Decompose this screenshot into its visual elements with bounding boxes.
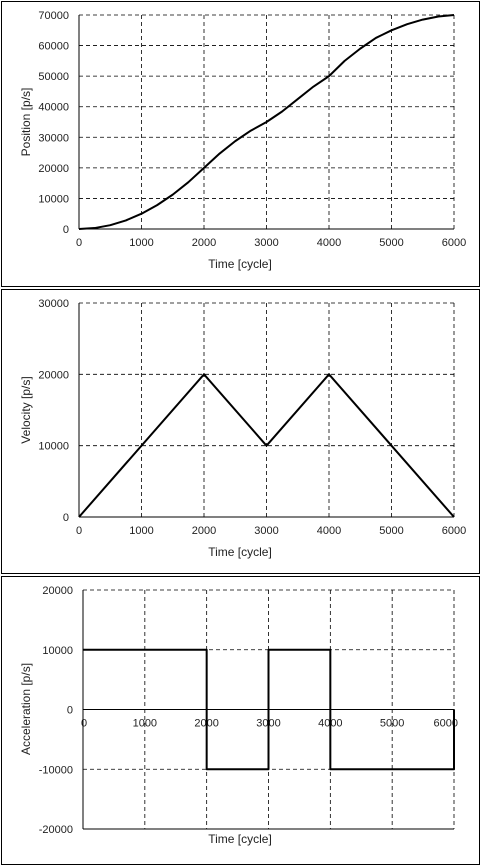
x-tick-label: 1000 xyxy=(133,718,157,730)
x-tick-label: 6000 xyxy=(442,237,466,249)
x-tick-label: 4000 xyxy=(317,237,341,249)
y-axis-label: Position [p/s] xyxy=(19,88,33,157)
y-tick-label: 20000 xyxy=(38,163,69,175)
y-tick-label: 30000 xyxy=(38,298,69,310)
series-line xyxy=(78,14,455,230)
y-tick-label: 60000 xyxy=(38,41,69,53)
y-tick-label: 20000 xyxy=(42,585,73,597)
x-tick-label: 5000 xyxy=(380,718,404,730)
x-tick-label: 2000 xyxy=(192,525,216,537)
acceleration-chart-panel: Time [cycle] Acceleration [p/s] 0 1000 200… xyxy=(1,576,480,865)
x-tick-label: 5000 xyxy=(379,237,403,249)
x-tick-label: 6000 xyxy=(434,718,458,730)
y-tick-label: 0 xyxy=(63,224,69,236)
y-axis-label: Acceleration [p/s] xyxy=(19,663,33,755)
position-chart-panel: Time [cycle] Position [p/s] 0 1000 2000 300… xyxy=(1,1,480,287)
y-tick-label: -20000 xyxy=(39,824,73,836)
position-chart: Time [cycle] Position [p/s] 0 1000 2000 300… xyxy=(19,10,466,271)
x-axis-label: Time [cycle] xyxy=(208,832,272,846)
x-axis-label: Time [cycle] xyxy=(208,257,272,271)
y-tick-label: 10000 xyxy=(38,193,69,205)
x-tick-label: 5000 xyxy=(379,525,403,537)
x-tick-label: 4000 xyxy=(317,525,341,537)
x-tick-label: 1000 xyxy=(129,525,153,537)
acceleration-chart: Time [cycle] Acceleration [p/s] 0 1000 200… xyxy=(19,585,458,846)
y-tick-label: 10000 xyxy=(38,441,69,453)
y-tick-label: 0 xyxy=(63,512,69,524)
y-tick-label: 20000 xyxy=(38,369,69,381)
y-tick-label: 0 xyxy=(67,705,73,717)
series-line xyxy=(83,648,455,771)
y-tick-label: 30000 xyxy=(38,132,69,144)
x-tick-label: 1000 xyxy=(129,237,153,249)
x-axis-label: Time [cycle] xyxy=(208,545,272,559)
y-tick-label: -10000 xyxy=(39,764,73,776)
x-tick-label: 0 xyxy=(76,237,82,249)
x-tick-label: 0 xyxy=(76,525,82,537)
y-tick-label: 40000 xyxy=(38,102,69,114)
series-line xyxy=(78,373,455,518)
x-tick-label: 2000 xyxy=(192,237,216,249)
x-tick-label: 3000 xyxy=(254,525,278,537)
y-axis-label: Velocity [p/s] xyxy=(19,376,33,443)
y-tick-label: 50000 xyxy=(38,71,69,83)
x-tick-label: 3000 xyxy=(254,237,278,249)
velocity-chart-panel: Time [cycle] Velocity [p/s] 0 1000 2000 300… xyxy=(1,289,480,574)
velocity-chart: Time [cycle] Velocity [p/s] 0 1000 2000 300… xyxy=(19,298,466,559)
y-tick-label: 10000 xyxy=(42,645,73,657)
x-tick-label: 6000 xyxy=(442,525,466,537)
y-tick-label: 70000 xyxy=(38,10,69,22)
x-tick-label: 0 xyxy=(81,718,87,730)
